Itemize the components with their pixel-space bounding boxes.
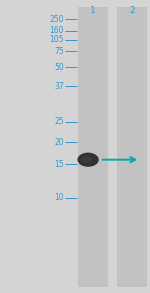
Text: 20: 20: [54, 138, 64, 146]
Ellipse shape: [78, 153, 99, 167]
Text: 160: 160: [49, 26, 64, 35]
Text: 50: 50: [54, 63, 64, 72]
Bar: [78, 7, 108, 287]
Text: 2: 2: [129, 6, 135, 15]
Text: 105: 105: [49, 35, 64, 44]
Bar: [117, 7, 147, 287]
Text: 37: 37: [54, 82, 64, 91]
Text: 1: 1: [90, 6, 96, 15]
Text: 75: 75: [54, 47, 64, 56]
Text: 250: 250: [49, 15, 64, 23]
Ellipse shape: [81, 156, 92, 163]
Text: 25: 25: [54, 117, 64, 126]
Text: 15: 15: [54, 160, 64, 168]
Text: 10: 10: [54, 193, 64, 202]
